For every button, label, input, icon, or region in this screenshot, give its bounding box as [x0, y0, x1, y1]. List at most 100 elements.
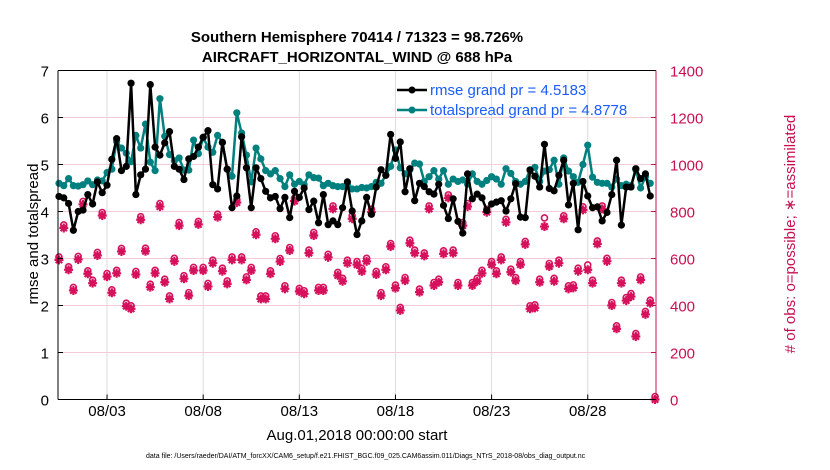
totalspread-point — [213, 131, 222, 139]
rmse-point — [271, 192, 279, 201]
obs-assimilated-center — [335, 272, 341, 279]
rmse-point — [113, 135, 121, 143]
y-tick-label: 5 — [41, 158, 49, 175]
totalspread-point — [257, 155, 265, 163]
obs-assimilated-center — [633, 333, 639, 340]
x-tick-label: 08/23 — [473, 403, 511, 420]
obs-assimilated-center — [354, 262, 360, 268]
rmse-point — [608, 190, 616, 199]
obs-assimilated-center — [166, 296, 173, 302]
rmse-point — [502, 207, 510, 215]
obs-assimilated-center — [613, 326, 620, 332]
obs-assimilated-center — [503, 219, 509, 225]
rmse-point — [98, 189, 106, 197]
rmse-point — [521, 214, 529, 222]
rmse-point — [526, 166, 534, 174]
rmse-point — [161, 139, 169, 147]
rmse-point — [84, 190, 92, 199]
y-right-tick-label: 0 — [670, 393, 678, 410]
rmse-point — [228, 204, 236, 212]
rmse-point — [281, 193, 289, 201]
rmse-point — [449, 195, 457, 203]
rmse-point — [343, 178, 351, 186]
rmse-point — [180, 175, 188, 184]
rmse-point — [242, 164, 251, 172]
rmse-point — [286, 214, 294, 222]
rmse-point — [396, 138, 404, 146]
rmse-point — [300, 184, 308, 192]
obs-assimilated-center — [205, 283, 211, 290]
totalspread-point — [588, 173, 597, 181]
legend-totalspread-marker — [408, 106, 416, 114]
obs-assimilated-center — [532, 305, 538, 311]
rmse-point — [387, 130, 395, 139]
obs-assimilated-center — [239, 257, 245, 263]
totalspread-point — [271, 167, 279, 175]
x-tick-label: 08/08 — [184, 403, 222, 420]
x-tick-label: 08/13 — [281, 403, 319, 420]
chart-title-line-2: AIRCRAFT_HORIZONTAL_WIND @ 688 hPa — [202, 49, 513, 66]
obs-assimilated-center — [114, 270, 120, 276]
totalspread-point — [276, 175, 284, 183]
rmse-point — [391, 154, 400, 162]
obs-assimilated-center — [186, 293, 192, 299]
y-tick-label: 2 — [41, 299, 49, 316]
totalspread-point — [60, 182, 68, 190]
rmse-point — [411, 197, 419, 205]
legend-totalspread-label: totalspread grand pr = 4.8778 — [430, 102, 627, 119]
rmse-point — [483, 206, 491, 215]
obs-assimilated-center — [383, 267, 389, 273]
rmse-point — [189, 152, 198, 161]
obs-assimilated-center — [133, 271, 139, 278]
rmse-point — [194, 143, 202, 151]
totalspread-point — [228, 172, 236, 180]
rmse-point — [435, 180, 443, 188]
rmse-point — [117, 167, 126, 175]
totalspread-point — [314, 174, 323, 182]
rmse-point — [430, 190, 438, 198]
rmse-point — [444, 214, 452, 223]
totalspread-point — [584, 141, 592, 149]
legend: rmse grand pr = 4.5183 totalspread grand… — [397, 82, 627, 119]
obs-assimilated-center — [407, 240, 413, 246]
totalspread-point — [444, 180, 452, 188]
obs-assimilated-center — [551, 278, 557, 284]
obs-assimilated-center — [513, 277, 519, 284]
obs-possible-point — [540, 214, 549, 222]
rmse-point — [401, 188, 409, 196]
rmse-point — [463, 170, 472, 178]
rmse-point — [550, 187, 558, 195]
rmse-point — [540, 140, 549, 148]
totalspread-point — [459, 176, 467, 184]
obs-assimilated-center — [272, 236, 278, 242]
obs-assimilated-center — [90, 280, 96, 286]
obs-assimilated-center — [469, 282, 475, 289]
obs-assimilated-center — [109, 290, 115, 296]
obs-assimilated-center — [493, 271, 500, 277]
obs-assimilated-center — [311, 232, 317, 239]
obs-assimilated-center — [498, 257, 504, 263]
rmse-point — [151, 143, 159, 151]
obs-series — [54, 191, 660, 404]
obs-assimilated-center — [609, 302, 615, 309]
totalspread-point — [507, 169, 515, 178]
obs-assimilated-center — [229, 257, 235, 263]
rmse-point — [560, 156, 568, 164]
obs-assimilated-center — [181, 276, 187, 282]
y-tick-label: 0 — [41, 393, 49, 410]
y-right-tick-label: 800 — [670, 205, 695, 222]
rmse-point — [103, 181, 111, 189]
rmse-point — [598, 217, 606, 225]
obs-assimilated-center — [75, 256, 81, 263]
rmse-point — [314, 219, 323, 227]
totalspread-point — [189, 136, 198, 144]
obs-assimilated-center — [253, 232, 259, 238]
obs-assimilated-center — [118, 248, 125, 255]
obs-assimilated-center — [70, 287, 76, 294]
rmse-point — [531, 172, 539, 180]
totalspread-point — [550, 156, 558, 164]
obs-assimilated-center — [287, 247, 293, 254]
totalspread-point — [521, 177, 529, 186]
rmse-point — [64, 199, 73, 208]
x-tick-label: 08/03 — [88, 403, 126, 420]
